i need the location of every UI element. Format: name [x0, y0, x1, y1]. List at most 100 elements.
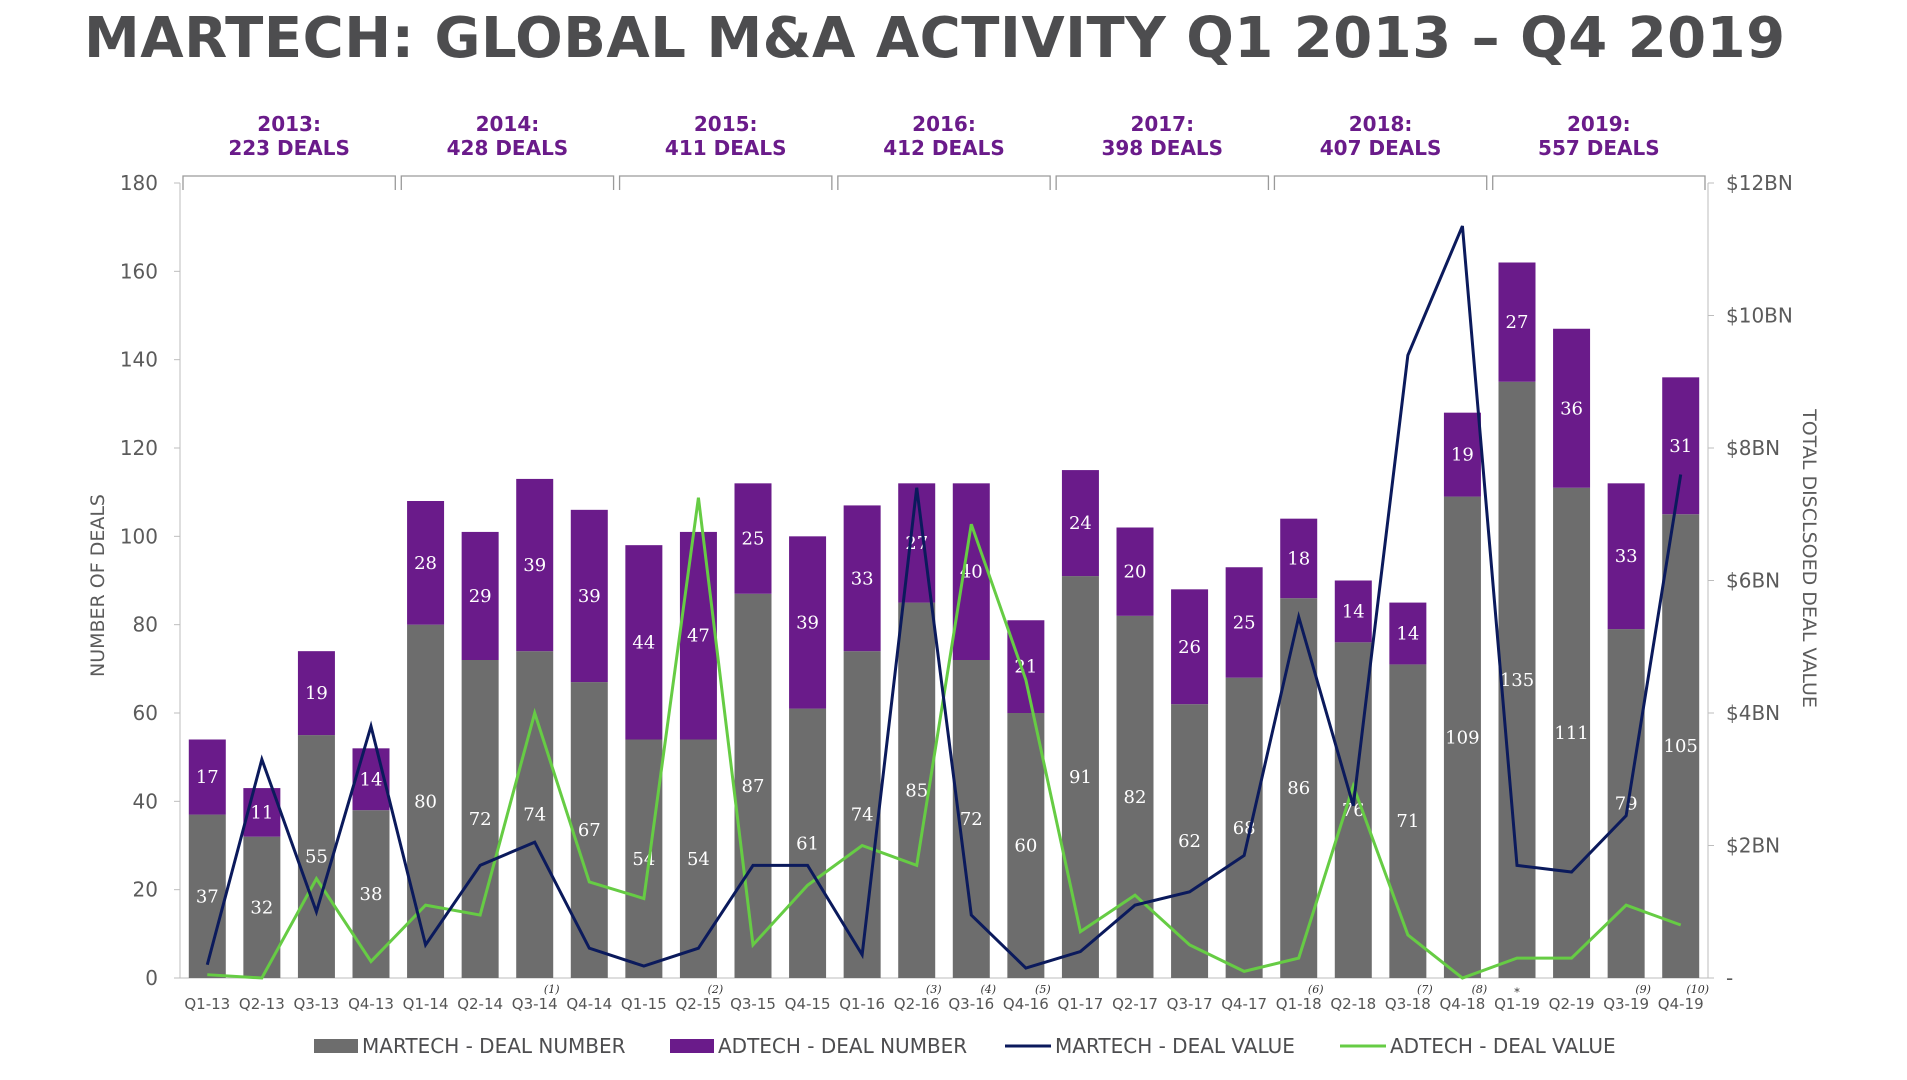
martech-deal-number-bar	[1607, 629, 1645, 978]
martech-bar-label: 105	[1664, 736, 1698, 757]
martech-deal-number-bar	[1007, 713, 1045, 978]
adtech-deal-number-bar	[789, 536, 827, 709]
martech-bar-label: 79	[1615, 794, 1638, 815]
left-axis-tick-label: 20	[133, 878, 158, 902]
adtech-deal-number-bar	[1225, 567, 1263, 678]
martech-bar-label: 82	[1124, 787, 1147, 808]
left-axis-tick-label: 40	[133, 789, 158, 813]
right-axis-title: TOTAL DISCLSOED DEAL VALUE	[1798, 408, 1820, 708]
adtech-deal-number-bar	[188, 739, 226, 815]
x-axis-tick-label: Q4-17	[1221, 995, 1267, 1013]
legend-label: ADTECH - DEAL NUMBER	[718, 1034, 967, 1058]
martech-bar-label: 74	[851, 805, 874, 826]
left-axis-tick-label: 0	[145, 966, 158, 990]
martech-bar-label: 135	[1500, 670, 1534, 691]
x-axis-tick-label: Q3-14	[512, 995, 558, 1013]
adtech-deal-number-bar	[734, 483, 772, 594]
adtech-deal-number-bar	[1280, 518, 1318, 599]
footnote-marker: *	[1514, 986, 1520, 999]
martech-deal-number-bar	[734, 593, 772, 978]
x-axis-tick-label: Q4-18	[1439, 995, 1485, 1013]
martech-bar-label: 54	[687, 849, 710, 870]
footnote-marker: (1)	[544, 983, 560, 996]
adtech-bar-label: 24	[1069, 513, 1092, 534]
adtech-bar-label: 17	[196, 767, 219, 788]
x-axis-tick-label: Q2-18	[1330, 995, 1376, 1013]
year-group-deals: 428 DEALS	[447, 136, 569, 160]
left-axis-tick-label: 100	[120, 524, 158, 548]
footnote-marker: (6)	[1308, 983, 1324, 996]
right-axis-tick-label: $4BN	[1726, 701, 1780, 725]
year-group-year: 2014:	[476, 112, 540, 136]
adtech-bar-label: 14	[1342, 601, 1365, 622]
martech-deal-number-bar	[570, 682, 608, 978]
left-axis-tick-label: 180	[120, 171, 158, 195]
adtech-deal-number-bar	[1334, 580, 1372, 643]
adtech-deal-number-bar	[1389, 602, 1427, 665]
footnote-marker: (10)	[1686, 983, 1709, 996]
x-axis-tick-label: Q1-14	[403, 995, 449, 1013]
x-axis-tick-label: Q4-14	[566, 995, 612, 1013]
martech-bar-label: 37	[196, 886, 219, 907]
year-group-deals: 411 DEALS	[665, 136, 787, 160]
year-group-year: 2016:	[912, 112, 976, 136]
x-axis-tick-label: Q3-15	[730, 995, 776, 1013]
adtech-bar-label: 39	[578, 586, 601, 607]
martech-bar-label: 62	[1178, 831, 1201, 852]
adtech-deal-number-bar	[461, 531, 499, 660]
martech-deal-number-bar	[1498, 381, 1536, 978]
x-axis-tick-label: Q2-15	[675, 995, 721, 1013]
x-axis-tick-label: Q1-19	[1494, 995, 1540, 1013]
martech-deal-number-bar	[461, 660, 499, 978]
x-axis-tick-label: Q4-13	[348, 995, 394, 1013]
martech-bar-label: 61	[796, 833, 819, 854]
year-group-deals: 407 DEALS	[1320, 136, 1442, 160]
year-group-deals: 557 DEALS	[1538, 136, 1660, 160]
adtech-bar-label: 39	[796, 612, 819, 633]
adtech-bar-label: 14	[1396, 624, 1419, 645]
value-lines	[205, 225, 1683, 980]
legend-label: ADTECH - DEAL VALUE	[1390, 1034, 1616, 1058]
martech-bar-label: 72	[960, 809, 983, 830]
adtech-deal-number-bar	[1553, 328, 1591, 488]
x-axis-tick-label: Q2-16	[894, 995, 940, 1013]
footnote-marker: (3)	[926, 983, 942, 996]
martech-deal-number-bar	[1389, 664, 1427, 978]
footnote-marker: (2)	[708, 983, 724, 996]
adtech-bar-label: 28	[414, 553, 437, 574]
martech-bar-label: 60	[1014, 836, 1037, 857]
adtech-deal-number-bar	[843, 505, 881, 652]
x-axis-tick-label: Q1-15	[621, 995, 667, 1013]
x-axis-tick-label: Q3-13	[293, 995, 339, 1013]
martech-bar-label: 72	[469, 809, 492, 830]
year-group-bracket	[837, 175, 1051, 190]
left-axis-tick-label: 140	[120, 348, 158, 372]
adtech-deal-number-bar	[516, 478, 554, 652]
martech-deal-number-bar	[1225, 677, 1263, 978]
martech-deal-number-bar	[625, 739, 663, 978]
year-group-bracket	[182, 175, 396, 190]
martech-deal-number-bar	[1116, 615, 1154, 978]
x-axis-tick-label: Q3-17	[1167, 995, 1213, 1013]
footnote-marker: (4)	[980, 983, 996, 996]
adtech-deal-number-bar	[1662, 377, 1700, 515]
left-axis-tick-label: 160	[120, 259, 158, 283]
adtech-bar-label: 26	[1178, 637, 1201, 658]
adtech-deal-number-bar	[679, 531, 717, 740]
x-axis-tick-label: Q1-17	[1057, 995, 1103, 1013]
adtech-deal-number-bar	[1498, 262, 1536, 382]
adtech-bar-label: 27	[1506, 312, 1529, 333]
x-axis-tick-label: Q1-16	[839, 995, 885, 1013]
year-group-deals: 223 DEALS	[228, 136, 350, 160]
x-axis-tick-label: Q3-18	[1385, 995, 1431, 1013]
x-axis-tick-label: Q3-16	[948, 995, 994, 1013]
adtech-deal-number-bar	[952, 483, 990, 660]
bar-labels: 37 17 32 11 55 19 38 14 80 28 72 29 74 39 67 39 54 44 54 47…	[196, 312, 1698, 918]
right-axis-tick-label: -	[1726, 966, 1733, 990]
x-axis-tick-label: Q4-19	[1658, 995, 1704, 1013]
martech-bar-label: 74	[523, 805, 546, 826]
martech-deal-number-bar	[188, 814, 226, 978]
martech-bar-label: 71	[1396, 811, 1419, 832]
legend-label: MARTECH - DEAL NUMBER	[362, 1034, 626, 1058]
martech-bar-label: 38	[360, 884, 383, 905]
